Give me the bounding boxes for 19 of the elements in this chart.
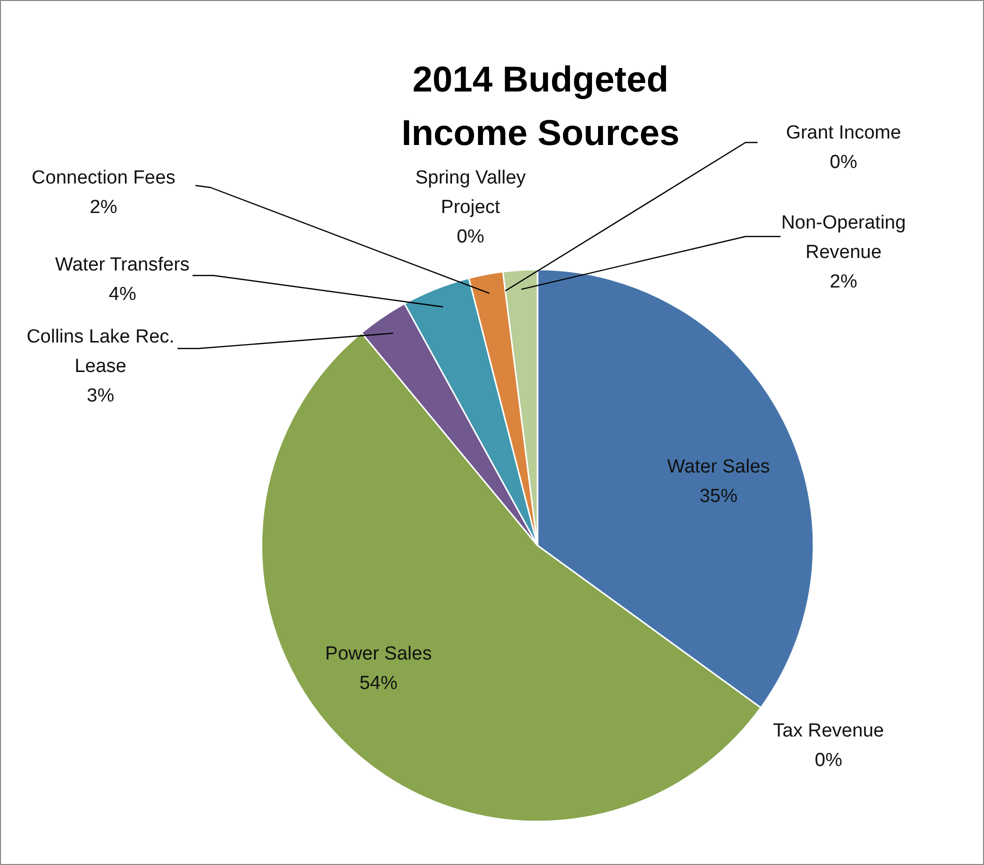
data-label: 35% <box>699 486 738 507</box>
data-label: 2% <box>90 196 118 218</box>
data-label: 4% <box>108 284 136 305</box>
chart-title: 2014 Budgeted Income Sources <box>401 58 680 153</box>
slice-label: Connection Fees <box>32 168 176 188</box>
data-label: 2% <box>830 271 858 292</box>
data-label: 3% <box>86 385 114 406</box>
slice-label: Power Sales <box>325 644 432 664</box>
text: 0% <box>830 152 858 173</box>
slice-label: Non-Operating Revenue <box>781 212 906 263</box>
text: 0% <box>456 226 484 248</box>
category-label: Grant Income <box>786 122 902 144</box>
category-label: Tax Revenue <box>773 720 884 742</box>
slice-label: Water Transfers <box>55 254 190 276</box>
slice-label: Water Sales <box>667 456 770 478</box>
category-label: Spring Valley Project <box>415 168 526 218</box>
text: 0% <box>814 750 842 771</box>
data-label: 54% <box>359 672 398 694</box>
slice-label: Collins Lake Rec. Lease <box>26 326 174 377</box>
